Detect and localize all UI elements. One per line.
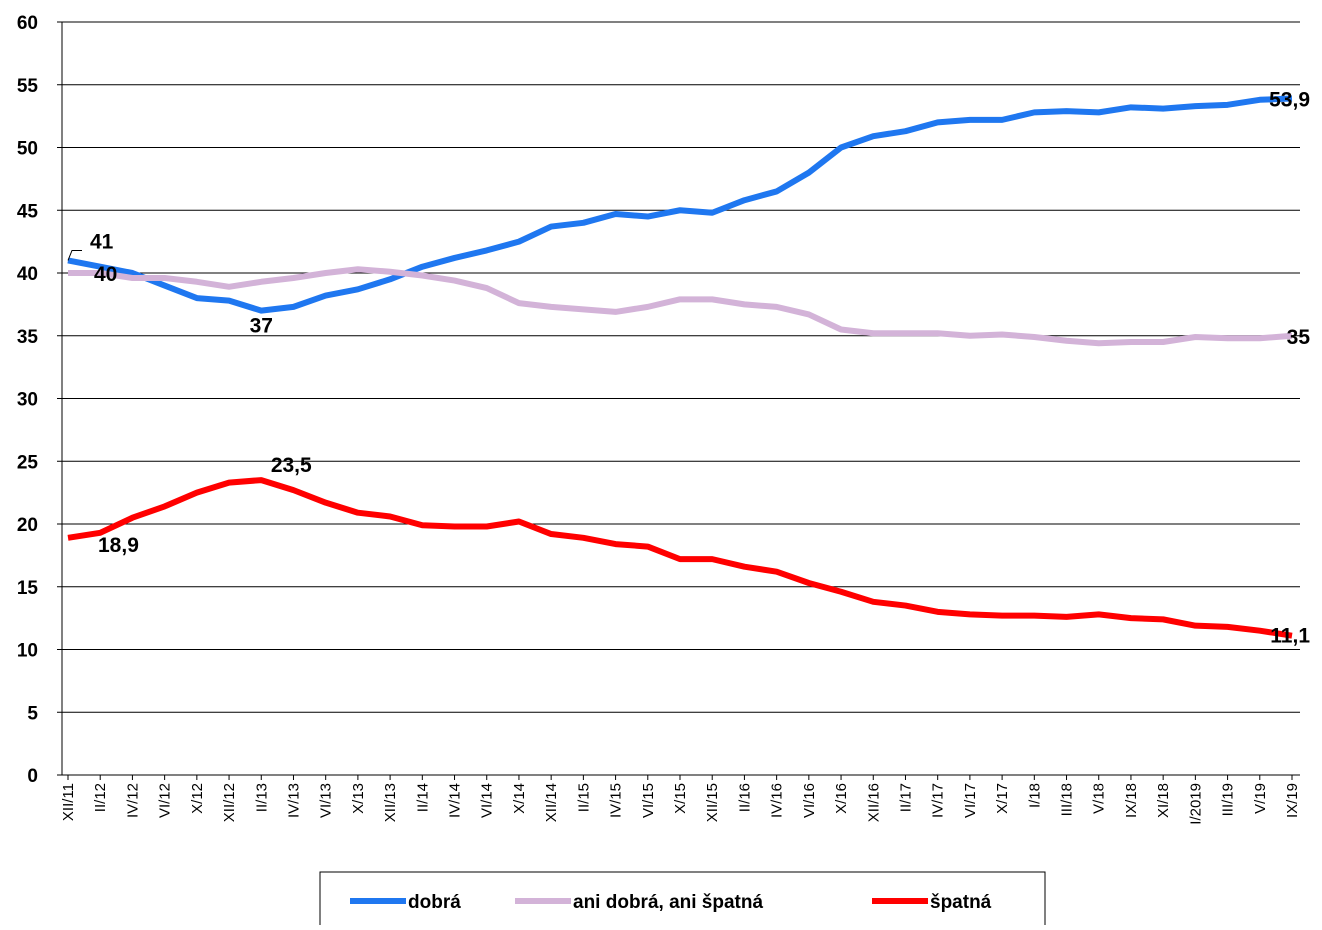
x-tick-label: IX/19 <box>1284 783 1301 818</box>
y-tick-label: 45 <box>17 201 39 222</box>
data-label: 35 <box>1287 326 1311 349</box>
y-tick-label: 55 <box>17 76 39 97</box>
series-line <box>68 266 1293 347</box>
y-tick-label: 60 <box>17 13 38 34</box>
x-tick-label: II/16 <box>736 783 753 812</box>
series-line <box>67 95 1293 314</box>
x-tick-label: IV/14 <box>447 783 464 818</box>
series-line <box>67 477 1293 639</box>
x-tick-label: XII/12 <box>221 783 238 822</box>
x-tick-label: X/16 <box>833 783 850 814</box>
x-tick-label: II/17 <box>897 783 914 812</box>
x-tick-label: IV/13 <box>285 783 302 818</box>
legend-label: ani dobrá, ani špatná <box>573 892 763 913</box>
x-tick-label: X/14 <box>511 783 528 814</box>
x-tick-label: X/12 <box>189 783 206 814</box>
x-tick-label: IV/15 <box>608 783 625 818</box>
y-tick-label: 50 <box>17 139 38 160</box>
y-tick-label: 5 <box>27 703 38 724</box>
y-tick-label: 20 <box>17 515 38 536</box>
x-tick-label: II/12 <box>92 783 109 812</box>
x-tick-label: V/19 <box>1252 783 1269 814</box>
x-tick-label: II/13 <box>253 783 270 812</box>
x-tick-label: IX/18 <box>1123 783 1140 818</box>
data-label: 18,9 <box>98 534 139 557</box>
data-label: 11,1 <box>1270 625 1310 648</box>
data-label: 40 <box>94 263 117 286</box>
x-tick-label: XII/14 <box>543 783 560 822</box>
x-tick-label: IV/16 <box>769 783 786 818</box>
x-tick-label: X/17 <box>994 783 1011 814</box>
y-tick-label: 35 <box>17 327 39 348</box>
x-tick-label: XII/15 <box>704 783 721 822</box>
x-tick-label: VI/14 <box>479 783 496 818</box>
x-tick-label: II/14 <box>414 783 431 812</box>
x-tick-label: I/18 <box>1026 783 1043 808</box>
data-label: 37 <box>250 315 273 338</box>
y-tick-label: 25 <box>17 452 39 473</box>
x-tick-label: I/2019 <box>1187 783 1204 825</box>
y-tick-label: 10 <box>17 641 38 662</box>
x-tick-label: III/18 <box>1059 783 1076 816</box>
x-tick-label: VI/15 <box>640 783 657 818</box>
x-tick-label: VI/16 <box>801 783 818 818</box>
data-label: 41 <box>90 230 114 253</box>
x-tick-label: VI/12 <box>157 783 174 818</box>
x-tick-label: X/15 <box>672 783 689 814</box>
x-tick-label: XII/13 <box>382 783 399 822</box>
x-tick-label: XI/18 <box>1155 783 1172 818</box>
x-tick-label: XII/16 <box>865 783 882 822</box>
x-tick-label: X/13 <box>350 783 367 814</box>
legend-label: dobrá <box>408 892 461 913</box>
y-tick-label: 0 <box>27 766 38 787</box>
x-tick-label: II/15 <box>575 783 592 812</box>
y-tick-label: 30 <box>17 390 38 411</box>
x-tick-label: IV/17 <box>930 783 947 818</box>
x-tick-label: V/18 <box>1091 783 1108 814</box>
data-label: 53,9 <box>1269 89 1310 112</box>
x-tick-label: VI/13 <box>318 783 335 818</box>
x-tick-label: III/19 <box>1220 783 1237 816</box>
y-tick-label: 40 <box>17 264 38 285</box>
legend-label: špatná <box>930 892 992 913</box>
label-leader <box>67 249 82 261</box>
y-tick-label: 15 <box>17 578 39 599</box>
data-label: 23,5 <box>271 454 312 477</box>
x-tick-label: XII/11 <box>60 783 77 821</box>
x-tick-label: VI/17 <box>962 783 979 818</box>
x-tick-label: IV/12 <box>124 783 141 818</box>
